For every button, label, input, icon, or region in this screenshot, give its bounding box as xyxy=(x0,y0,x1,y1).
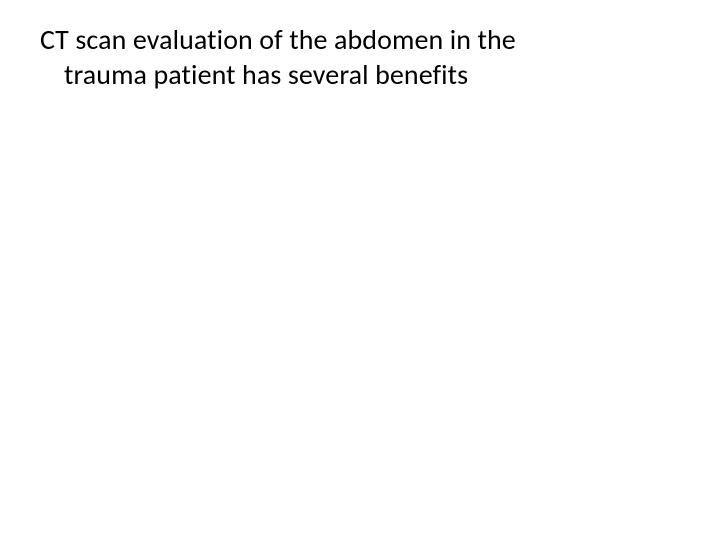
slide-canvas: CT scan evaluation of the abdomen in the… xyxy=(0,0,720,540)
slide-title-block: CT scan evaluation of the abdomen in the… xyxy=(40,22,680,92)
slide-title-line-1: CT scan evaluation of the abdomen in the xyxy=(40,22,680,57)
slide-title-line-2: trauma patient has several benefits xyxy=(40,57,680,92)
